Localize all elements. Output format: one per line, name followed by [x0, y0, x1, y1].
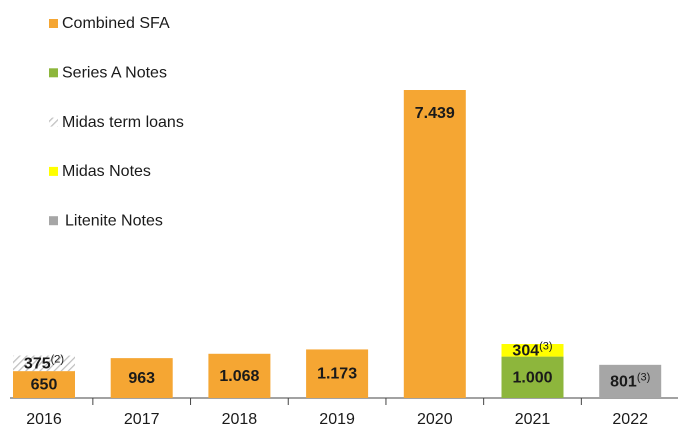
value-label: 7.439	[415, 105, 455, 122]
value-label: 801(3)	[610, 371, 650, 390]
x-tick-label: 2016	[26, 411, 62, 428]
legend-swatch	[49, 216, 58, 226]
value-text: 1.173	[317, 366, 357, 383]
bar-segment	[13, 355, 75, 372]
value-text: 375	[24, 356, 51, 373]
x-tick-label: 2021	[515, 411, 551, 428]
bar-segment	[13, 371, 75, 398]
x-tick-label: 2022	[612, 411, 648, 428]
footnote-mark: (3)	[539, 340, 552, 352]
value-text: 304	[512, 343, 539, 360]
bar-segment	[599, 364, 662, 398]
legend-swatch	[49, 19, 58, 28]
bar-segment	[501, 356, 564, 398]
x-tick-label: 2018	[222, 411, 258, 428]
value-text: 963	[128, 370, 155, 387]
value-label: 1.068	[219, 368, 259, 385]
value-text: 7.439	[415, 105, 455, 122]
value-label: 1.173	[317, 366, 357, 383]
legend-label: Combined SFA	[62, 15, 170, 32]
value-text: 1.000	[512, 370, 552, 387]
value-label: 963	[128, 370, 155, 387]
legend-label: Litenite Notes	[65, 212, 163, 229]
legend-swatch	[49, 68, 58, 78]
bar-segment	[208, 353, 271, 398]
value-text: 801	[610, 374, 637, 391]
legend-label: Midas Notes	[62, 163, 151, 180]
footnote-mark: (2)	[51, 353, 64, 365]
legend-label: Midas term loans	[62, 114, 184, 131]
value-label: 375(2)	[24, 353, 64, 372]
value-text: 650	[31, 377, 58, 394]
x-tick-label: 2019	[319, 411, 355, 428]
value-text: 1.068	[219, 368, 259, 385]
legend-swatch	[49, 117, 58, 127]
legend-swatch	[49, 166, 58, 176]
value-label: 650	[31, 377, 58, 394]
bar-segment	[110, 358, 173, 398]
value-label: 304(3)	[512, 340, 552, 359]
legend-label: Series A Notes	[62, 65, 167, 82]
x-tick-label: 2020	[417, 411, 453, 428]
bar-segment	[403, 90, 466, 398]
footnote-mark: (3)	[637, 371, 650, 383]
bar-segment	[501, 344, 564, 357]
value-label: 1.000	[512, 370, 552, 387]
x-tick-label: 2017	[124, 411, 160, 428]
bar-segment	[306, 349, 369, 398]
